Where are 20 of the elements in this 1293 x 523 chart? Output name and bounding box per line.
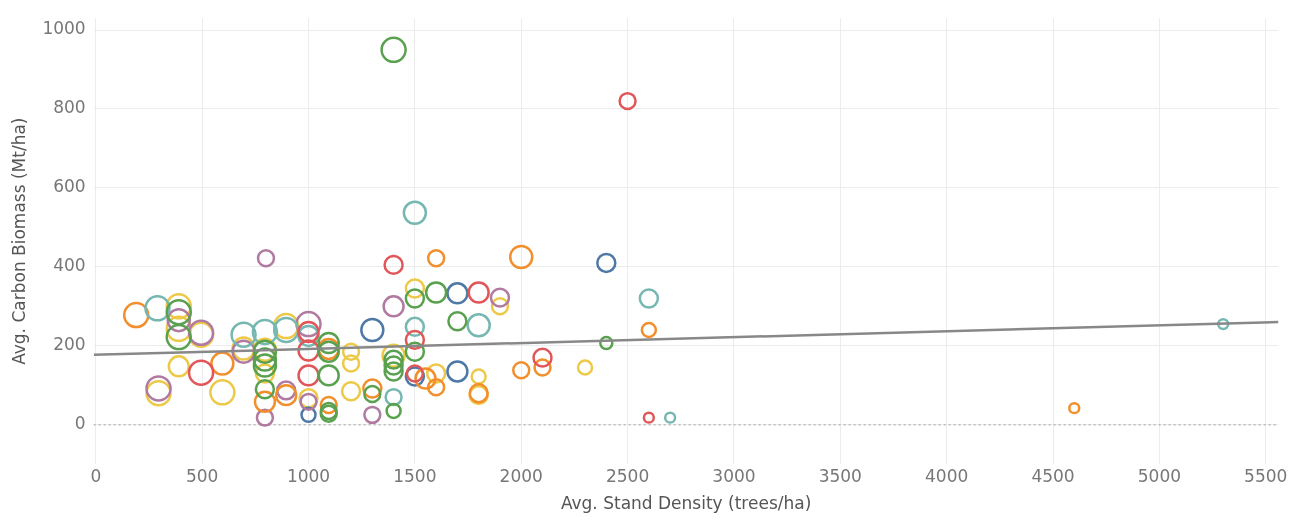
x-tick-label: 3500 (818, 465, 862, 486)
x-tick-label: 5000 (1137, 465, 1182, 486)
y-tick-label: 0 (74, 413, 86, 434)
x-tick-label: 5500 (1244, 465, 1288, 486)
x-tick-label: 3000 (712, 465, 756, 486)
x-tick-label: 2000 (499, 465, 543, 486)
y-tick-label: 800 (53, 97, 86, 118)
y-tick-label: 600 (53, 176, 86, 197)
x-tick-label: 4500 (1031, 465, 1075, 486)
x-axis-title: Avg. Stand Density (trees/ha) (560, 493, 812, 514)
x-tick-label: 2500 (605, 465, 650, 486)
x-tick-label: 4000 (925, 465, 969, 486)
x-tick-label: 0 (90, 465, 102, 486)
x-tick-label: 1500 (393, 465, 437, 486)
x-tick-label: 1000 (286, 465, 331, 486)
y-tick-label: 200 (53, 334, 86, 355)
y-axis-title: Avg. Carbon Biomass (Mt/ha) (8, 117, 29, 365)
y-tick-label: 1000 (42, 18, 86, 39)
x-tick-label: 500 (185, 465, 219, 486)
y-tick-label: 400 (53, 255, 86, 276)
